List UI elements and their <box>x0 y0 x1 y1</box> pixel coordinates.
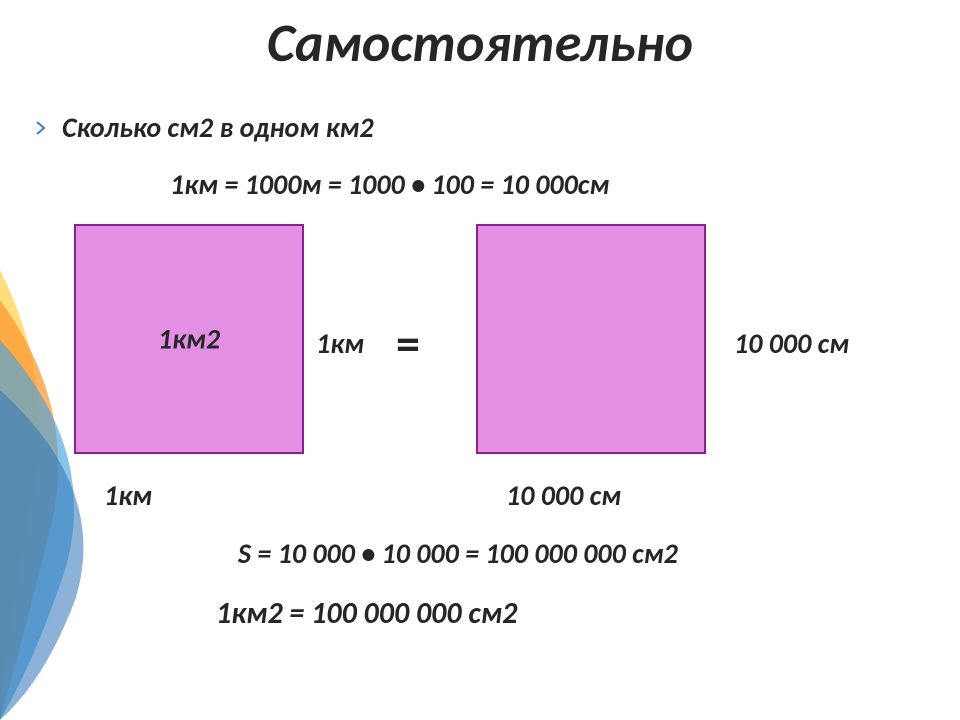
square-left-side-bottom: 1км <box>104 478 152 513</box>
diagram: 1км2 1км 1км = 10 000 см 10 000 см <box>0 224 960 524</box>
result: 1км2 = 100 000 000 см2 <box>216 595 960 632</box>
square-right-side-right: 10 000 см <box>734 326 849 361</box>
square-left: 1км2 <box>74 224 304 454</box>
area-formula: S = 10 000 • 10 000 = 100 000 000 см2 <box>238 536 960 571</box>
conversion-line: 1км = 1000м = 1000 • 100 = 10 000см <box>170 167 960 202</box>
subtitle: Сколько см2 в одном км2 <box>62 110 374 145</box>
equals-sign: = <box>396 314 420 373</box>
square-left-label: 1км2 <box>158 322 220 357</box>
slide-title: Самостоятельно <box>0 0 960 76</box>
square-left-side-right: 1км <box>316 326 364 361</box>
slide: Самостоятельно Сколько см2 в одном км2 1… <box>0 0 960 720</box>
square-right <box>476 224 706 454</box>
square-right-side-bottom: 10 000 см <box>506 478 621 513</box>
bullet-row: Сколько см2 в одном км2 <box>34 110 960 145</box>
chevron-icon <box>34 121 48 135</box>
content: Самостоятельно Сколько см2 в одном км2 1… <box>0 0 960 632</box>
